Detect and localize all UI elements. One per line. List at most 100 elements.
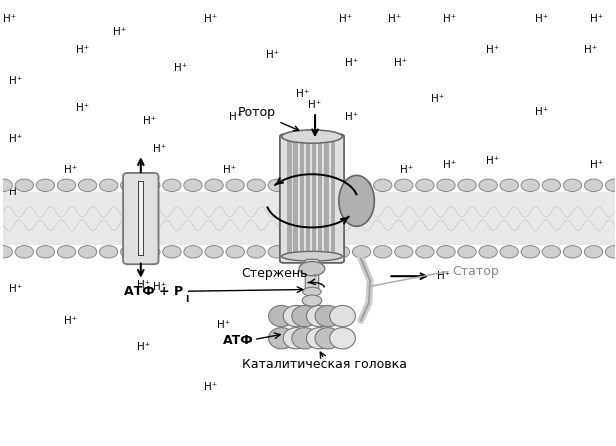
Text: H⁺: H⁺ [265,50,279,60]
Ellipse shape [290,246,307,258]
Ellipse shape [292,306,317,327]
Text: H⁺: H⁺ [583,45,597,55]
Text: H⁺: H⁺ [431,94,444,104]
Text: H⁺: H⁺ [205,382,217,392]
Text: H⁺: H⁺ [9,285,22,294]
Ellipse shape [36,179,55,191]
Ellipse shape [247,246,265,258]
Ellipse shape [78,179,97,191]
Ellipse shape [310,246,329,258]
Ellipse shape [283,306,309,327]
Ellipse shape [299,261,325,276]
Ellipse shape [142,179,160,191]
Ellipse shape [352,179,371,191]
Text: АТФ: АТФ [223,334,254,347]
Text: H⁺: H⁺ [64,315,77,326]
Ellipse shape [283,328,309,349]
Ellipse shape [205,179,223,191]
Ellipse shape [36,246,55,258]
Text: H⁺: H⁺ [388,14,401,24]
Text: H⁺: H⁺ [137,342,150,352]
Text: H⁺: H⁺ [290,152,303,161]
Ellipse shape [15,246,33,258]
Ellipse shape [331,179,350,191]
Ellipse shape [542,179,561,191]
Text: H⁺: H⁺ [590,14,603,24]
Ellipse shape [606,246,616,258]
Bar [312,139,316,259]
Ellipse shape [290,179,307,191]
Text: H⁺: H⁺ [296,90,309,99]
Ellipse shape [458,246,476,258]
Text: H⁺: H⁺ [217,320,230,330]
Bar [139,182,143,256]
FancyBboxPatch shape [306,259,318,293]
Ellipse shape [416,179,434,191]
Ellipse shape [57,179,76,191]
Ellipse shape [226,179,245,191]
Text: Статор: Статор [453,265,500,278]
Ellipse shape [606,179,616,191]
Bar [293,139,298,259]
Text: H⁺: H⁺ [144,116,156,126]
Ellipse shape [184,246,202,258]
Ellipse shape [542,246,561,258]
Text: H⁺: H⁺ [535,14,548,24]
Ellipse shape [330,306,355,327]
Text: H⁺: H⁺ [345,112,359,122]
Bar [318,139,322,259]
Text: H⁺: H⁺ [153,144,166,153]
Ellipse shape [226,246,245,258]
Bar [331,139,335,259]
Text: H⁺: H⁺ [76,45,89,55]
Ellipse shape [163,179,181,191]
Bar [3,192,615,245]
Ellipse shape [15,179,33,191]
Ellipse shape [500,179,519,191]
Text: H⁺: H⁺ [64,165,77,175]
Bar [287,139,291,259]
Ellipse shape [292,328,317,349]
Ellipse shape [315,328,341,349]
Ellipse shape [0,179,12,191]
Bar [325,139,329,259]
Ellipse shape [57,246,76,258]
Ellipse shape [521,179,540,191]
Ellipse shape [142,246,160,258]
Ellipse shape [352,246,371,258]
Ellipse shape [163,246,181,258]
Ellipse shape [331,246,350,258]
Ellipse shape [282,252,342,261]
Ellipse shape [268,246,286,258]
Ellipse shape [310,179,329,191]
Text: H⁺: H⁺ [9,134,22,144]
Text: H⁺: H⁺ [205,14,217,24]
Text: H⁺: H⁺ [590,161,603,170]
Ellipse shape [563,179,582,191]
Ellipse shape [585,179,602,191]
Ellipse shape [302,295,322,306]
Text: H⁺: H⁺ [437,271,450,281]
Ellipse shape [330,328,355,349]
Text: АТФ + Р: АТФ + Р [124,285,184,298]
Ellipse shape [205,246,223,258]
Ellipse shape [0,246,12,258]
Text: H⁺: H⁺ [153,282,166,292]
Text: H⁺: H⁺ [223,165,236,175]
Ellipse shape [99,246,118,258]
Ellipse shape [184,179,202,191]
Ellipse shape [416,246,434,258]
Text: Ротор: Ротор [238,106,299,131]
FancyBboxPatch shape [280,134,344,263]
Text: Стержень: Стержень [241,268,315,281]
Ellipse shape [315,306,341,327]
Ellipse shape [437,246,455,258]
Ellipse shape [99,179,118,191]
Ellipse shape [339,175,375,226]
Text: H⁺: H⁺ [113,27,126,37]
Text: H⁺: H⁺ [2,14,16,24]
Bar [299,139,304,259]
Text: H⁺: H⁺ [76,103,89,113]
Text: H⁺: H⁺ [9,76,22,86]
Text: H⁺: H⁺ [9,187,22,197]
